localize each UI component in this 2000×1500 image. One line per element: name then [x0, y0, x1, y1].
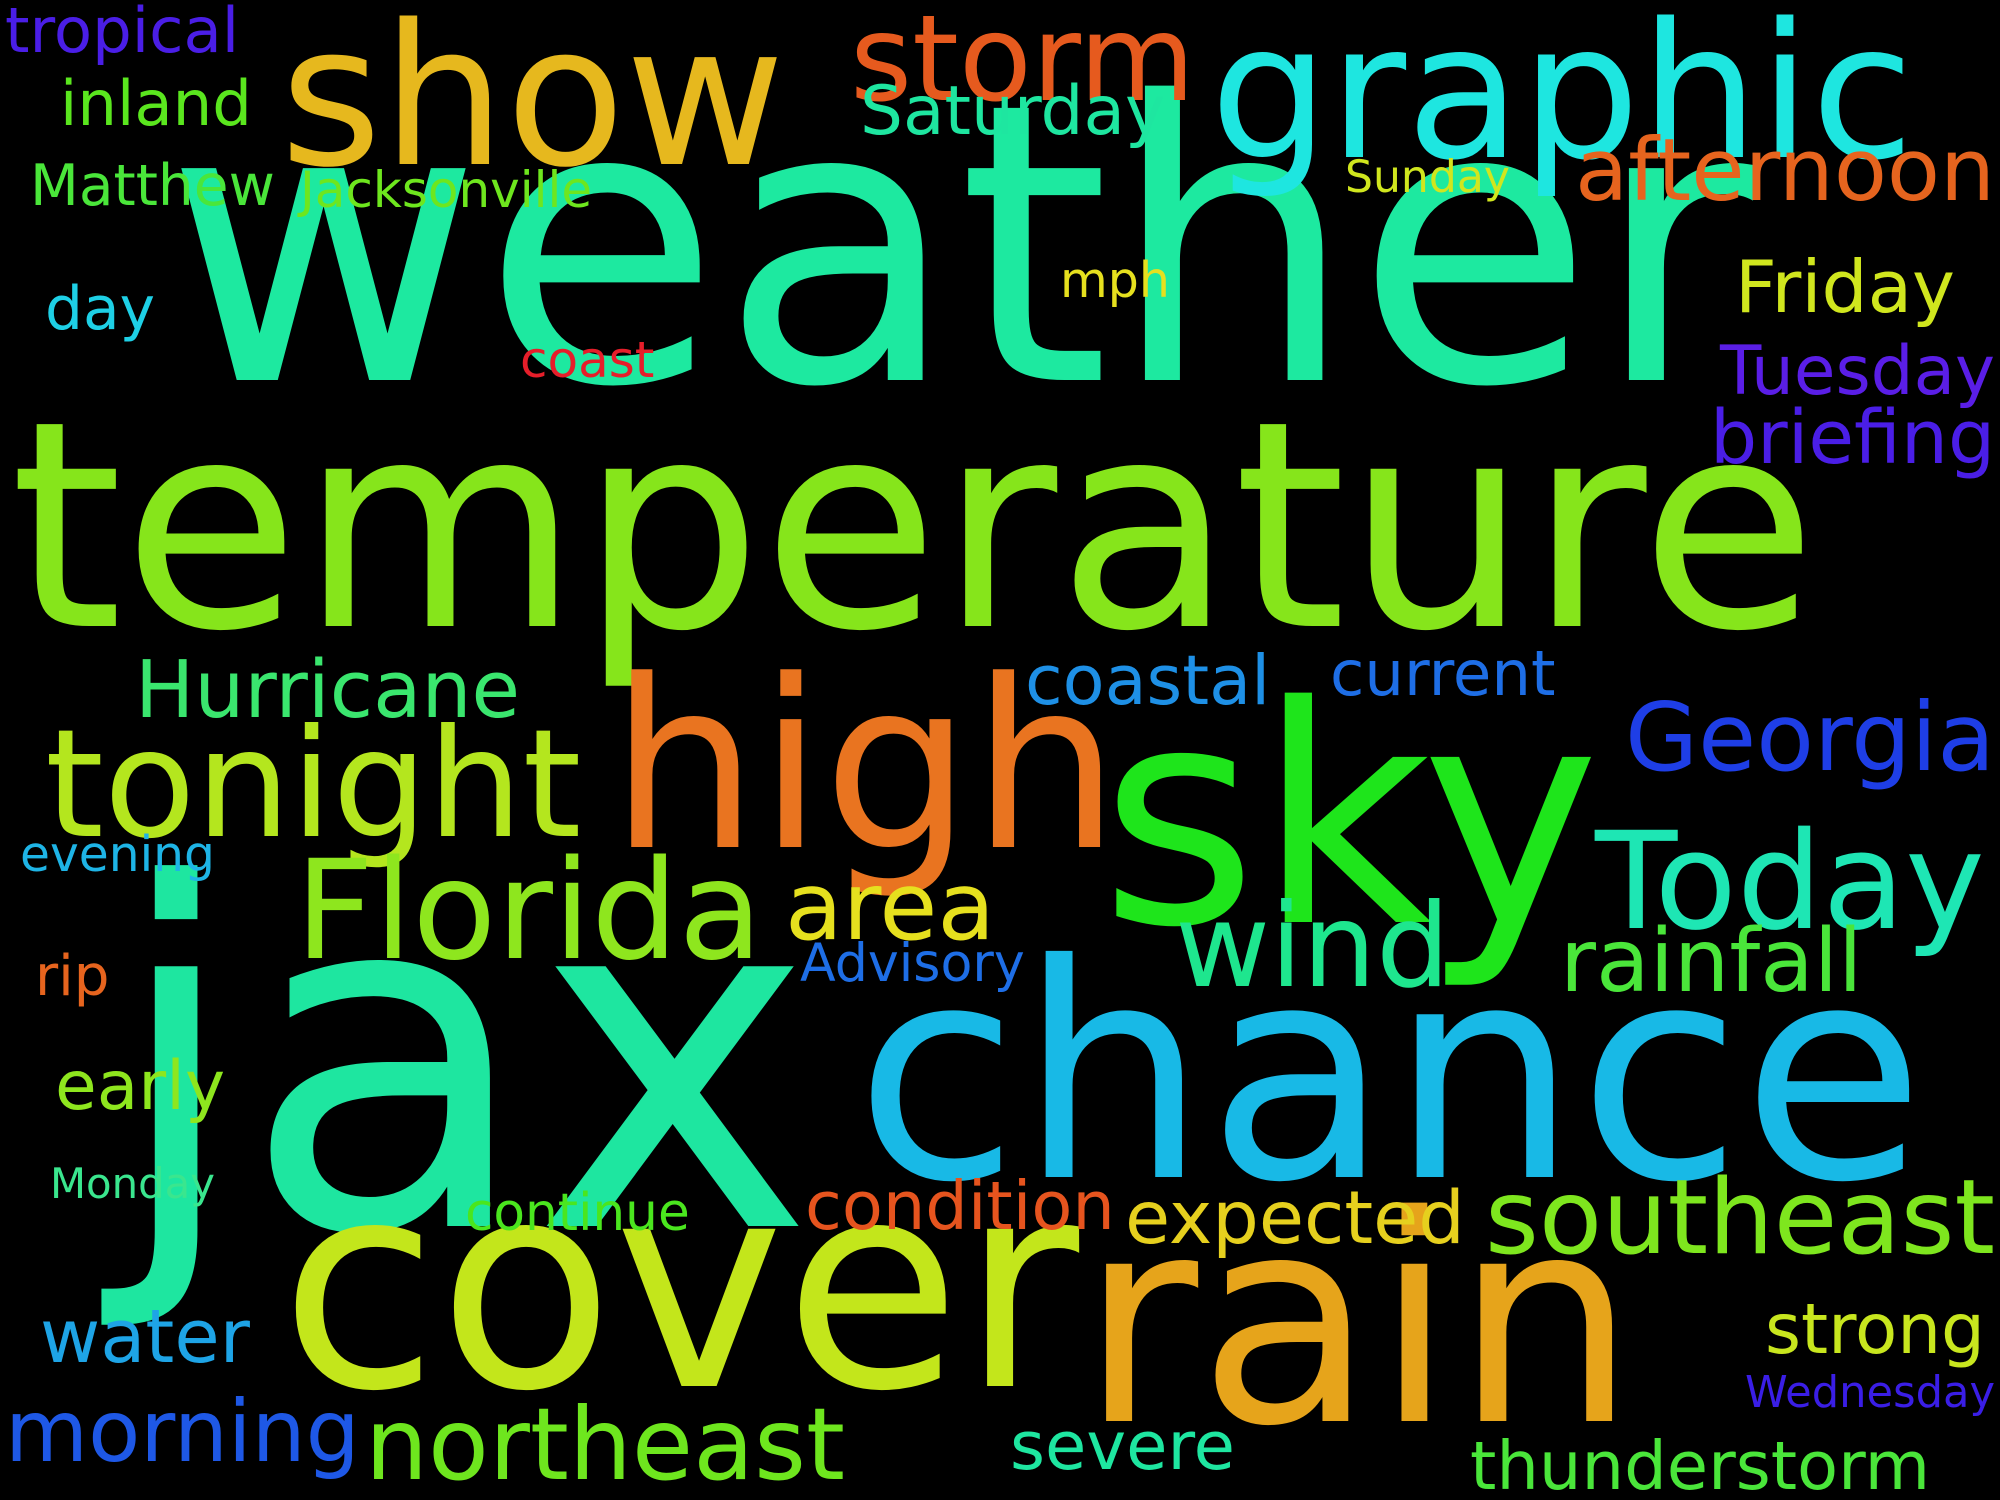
word-tuesday: Tuesday: [1720, 331, 1995, 411]
word-briefing: briefing: [1710, 393, 1996, 481]
word-current: current: [1330, 636, 1556, 710]
word-graphic: graphic: [1210, 0, 1915, 202]
word-expected: expected: [1125, 1175, 1465, 1261]
word-severe: severe: [1010, 1406, 1235, 1485]
word-tropical: tropical: [5, 0, 240, 67]
word-condition: condition: [805, 1167, 1115, 1245]
word-southeast: southeast: [1485, 1157, 1996, 1278]
word-show: show: [280, 0, 785, 211]
word-coast: coast: [520, 331, 655, 389]
word-advisory: Advisory: [800, 933, 1025, 994]
word-sunday: Sunday: [1345, 151, 1510, 203]
word-area: area: [785, 852, 996, 962]
word-cover: cover: [280, 1118, 1080, 1454]
word-early: early: [55, 1046, 226, 1126]
word-florida: Florida: [295, 830, 763, 991]
word-monday: Monday: [50, 1159, 216, 1209]
word-rip: rip: [35, 943, 110, 1009]
word-storm: storm: [850, 0, 1196, 129]
word-afternoon: afternoon: [1575, 120, 1996, 222]
word-chance: chance: [855, 902, 1925, 1249]
word-rainfall: rainfall: [1560, 909, 1863, 1012]
word-evening: evening: [20, 827, 215, 884]
word-weather: weather: [165, 20, 1754, 472]
word-jax: jax: [110, 786, 815, 1339]
word-sky: sky: [1100, 643, 1601, 995]
word-high: high: [610, 631, 1120, 904]
word-day: day: [45, 274, 155, 345]
word-saturday: Saturday: [860, 71, 1166, 151]
word-northeast: northeast: [365, 1387, 845, 1500]
word-temperature: temperature: [10, 358, 1818, 694]
word-today: Today: [1595, 803, 1985, 961]
word-coastal: coastal: [1025, 640, 1271, 721]
word-inland: inland: [60, 66, 252, 140]
word-rain: rain: [1080, 1153, 1637, 1489]
word-mph: mph: [1060, 252, 1170, 309]
word-friday: Friday: [1735, 246, 1956, 331]
word-continue: continue: [465, 1183, 690, 1244]
word-thunderstorm: thunderstorm: [1470, 1426, 1931, 1500]
word-matthew: Matthew: [30, 153, 275, 220]
word-wind: wind: [1175, 878, 1450, 1014]
word-jacksonville: Jacksonville: [300, 161, 593, 219]
word-georgia: Georgia: [1625, 682, 1996, 793]
word-wednesday: Wednesday: [1745, 1367, 1996, 1418]
word-tonight: tonight: [45, 698, 582, 872]
word-hurricane: Hurricane: [135, 644, 520, 737]
word-water: water: [40, 1295, 250, 1381]
word-morning: morning: [5, 1382, 360, 1482]
word-strong: strong: [1765, 1289, 1985, 1370]
